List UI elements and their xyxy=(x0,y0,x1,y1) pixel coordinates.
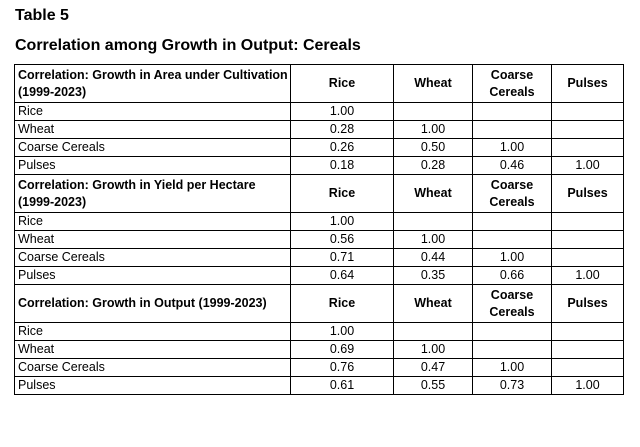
table-row: Coarse Cereals 0.76 0.47 1.00 xyxy=(14,358,624,377)
correlation-value xyxy=(551,138,624,157)
row-label: Pulses xyxy=(14,266,291,285)
column-header: Rice xyxy=(290,284,394,323)
column-header: Coarse Cereals xyxy=(472,174,552,213)
correlation-value: 1.00 xyxy=(472,358,552,377)
row-label: Coarse Cereals xyxy=(14,138,291,157)
section-heading: Correlation: Growth in Area under Cultiv… xyxy=(14,64,291,103)
correlation-value: 0.35 xyxy=(393,266,473,285)
correlation-value: 1.00 xyxy=(290,102,394,121)
correlation-value: 0.55 xyxy=(393,376,473,395)
correlation-value: 1.00 xyxy=(290,322,394,341)
correlation-value xyxy=(393,102,473,121)
correlation-value: 1.00 xyxy=(393,230,473,249)
table-number: Table 5 xyxy=(15,7,69,24)
correlation-value: 0.28 xyxy=(290,120,394,139)
column-header: Rice xyxy=(290,64,394,103)
table-row: Coarse Cereals 0.26 0.50 1.00 xyxy=(14,138,624,157)
section-heading: Correlation: Growth in Yield per Hectare… xyxy=(14,174,291,213)
table-row: Pulses 0.64 0.35 0.66 1.00 xyxy=(14,266,624,285)
correlation-value: 0.28 xyxy=(393,156,473,175)
correlation-value: 1.00 xyxy=(472,138,552,157)
section-header-row: Correlation: Growth in Yield per Hectare… xyxy=(14,174,624,213)
row-label: Rice xyxy=(14,212,291,231)
row-label: Coarse Cereals xyxy=(14,248,291,267)
correlation-value xyxy=(472,322,552,341)
column-header: Coarse Cereals xyxy=(472,284,552,323)
column-header: Pulses xyxy=(551,284,624,323)
correlation-value: 0.26 xyxy=(290,138,394,157)
correlation-value xyxy=(393,322,473,341)
correlation-value xyxy=(393,212,473,231)
correlation-value xyxy=(472,340,552,359)
correlation-value xyxy=(551,212,624,231)
correlation-value xyxy=(551,340,624,359)
correlation-value: 0.46 xyxy=(472,156,552,175)
correlation-value: 1.00 xyxy=(551,266,624,285)
correlation-table-body: Correlation: Growth in Area under Cultiv… xyxy=(14,64,624,395)
table-row: Pulses 0.61 0.55 0.73 1.00 xyxy=(14,376,624,395)
correlation-value: 0.18 xyxy=(290,156,394,175)
row-label: Pulses xyxy=(14,156,291,175)
correlation-value: 1.00 xyxy=(551,156,624,175)
correlation-value: 0.71 xyxy=(290,248,394,267)
row-label: Pulses xyxy=(14,376,291,395)
section-header-row: Correlation: Growth in Output (1999-2023… xyxy=(14,284,624,323)
table-row: Pulses 0.18 0.28 0.46 1.00 xyxy=(14,156,624,175)
row-label: Rice xyxy=(14,322,291,341)
row-label: Wheat xyxy=(14,120,291,139)
table-row: Wheat 0.28 1.00 xyxy=(14,120,624,139)
correlation-value xyxy=(472,102,552,121)
correlation-value: 1.00 xyxy=(393,120,473,139)
row-label: Wheat xyxy=(14,340,291,359)
section-heading: Correlation: Growth in Output (1999-2023… xyxy=(14,284,291,323)
correlation-value xyxy=(551,102,624,121)
row-label: Rice xyxy=(14,102,291,121)
correlation-value xyxy=(551,248,624,267)
correlation-value: 1.00 xyxy=(551,376,624,395)
correlation-value: 0.73 xyxy=(472,376,552,395)
section-header-row: Correlation: Growth in Area under Cultiv… xyxy=(14,64,624,103)
row-label: Coarse Cereals xyxy=(14,358,291,377)
correlation-value: 0.61 xyxy=(290,376,394,395)
correlation-value xyxy=(551,120,624,139)
correlation-value: 0.47 xyxy=(393,358,473,377)
column-header: Wheat xyxy=(393,174,473,213)
correlation-value: 0.56 xyxy=(290,230,394,249)
correlation-value: 0.44 xyxy=(393,248,473,267)
table-row: Rice 1.00 xyxy=(14,212,624,231)
table-row: Rice 1.00 xyxy=(14,322,624,341)
correlation-value: 0.69 xyxy=(290,340,394,359)
correlation-value: 0.66 xyxy=(472,266,552,285)
correlation-value xyxy=(551,358,624,377)
correlation-value xyxy=(551,230,624,249)
column-header: Rice xyxy=(290,174,394,213)
correlation-value xyxy=(472,230,552,249)
column-header: Wheat xyxy=(393,284,473,323)
correlation-value: 0.64 xyxy=(290,266,394,285)
table-row: Wheat 0.69 1.00 xyxy=(14,340,624,359)
table-row: Wheat 0.56 1.00 xyxy=(14,230,624,249)
correlation-value: 1.00 xyxy=(290,212,394,231)
column-header: Pulses xyxy=(551,64,624,103)
table-title: Correlation among Growth in Output: Cere… xyxy=(15,37,361,54)
correlation-value xyxy=(472,212,552,231)
row-label: Wheat xyxy=(14,230,291,249)
column-header: Coarse Cereals xyxy=(472,64,552,103)
correlation-value: 0.76 xyxy=(290,358,394,377)
correlation-value xyxy=(551,322,624,341)
correlation-table: Correlation: Growth in Area under Cultiv… xyxy=(14,64,624,395)
document: Table 5 Correlation among Growth in Outp… xyxy=(14,6,626,395)
column-header: Wheat xyxy=(393,64,473,103)
table-row: Coarse Cereals 0.71 0.44 1.00 xyxy=(14,248,624,267)
correlation-value xyxy=(472,120,552,139)
correlation-value: 1.00 xyxy=(472,248,552,267)
correlation-value: 1.00 xyxy=(393,340,473,359)
column-header: Pulses xyxy=(551,174,624,213)
table-row: Rice 1.00 xyxy=(14,102,624,121)
correlation-value: 0.50 xyxy=(393,138,473,157)
